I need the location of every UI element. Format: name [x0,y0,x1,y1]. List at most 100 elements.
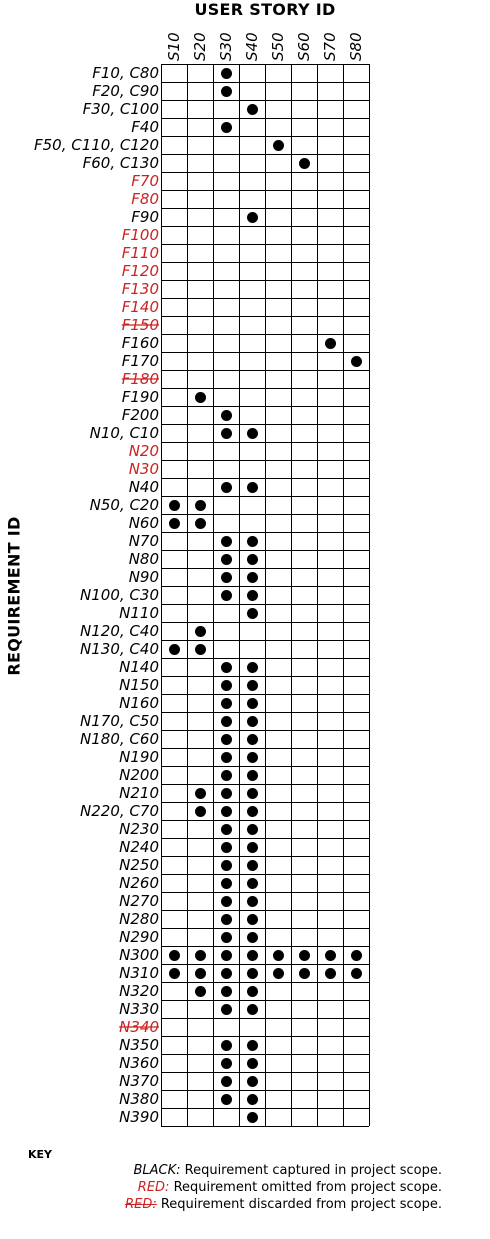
trace-dot-s40 [247,914,258,925]
trace-dot-s30 [221,122,232,133]
key-term-red: RED: [138,1180,170,1195]
trace-dot-s40 [247,716,258,727]
trace-dot-s30 [221,878,232,889]
trace-dot-s40 [247,572,258,583]
row-label: N20 [129,442,159,460]
trace-dot-s10 [169,518,180,529]
column-label-s10: S10 [165,32,183,61]
trace-dot-s30 [221,1040,232,1051]
trace-dot-s40 [247,104,258,115]
trace-dot-s40 [247,662,258,673]
trace-dot-s30 [221,1076,232,1087]
trace-dot-s40 [247,536,258,547]
trace-dot-s80 [351,950,362,961]
row-label: N40 [129,478,159,496]
trace-dot-s20 [195,644,206,655]
trace-dot-s60 [299,968,310,979]
row-label: N10, C10 [90,424,159,442]
key-text-captured: Requirement captured in project scope. [185,1163,442,1178]
row-label: N230 [119,820,159,838]
trace-dot-s30 [221,662,232,673]
row-label: F120 [122,262,159,280]
trace-dot-s50 [273,140,284,151]
row-label: F110 [122,244,159,262]
trace-dot-s40 [247,1040,258,1051]
column-label-s50: S50 [269,32,287,61]
row-label: N50, C20 [90,496,159,514]
trace-dot-s10 [169,500,180,511]
row-label: F140 [122,298,159,316]
column-label-s40: S40 [243,32,261,61]
trace-dot-s10 [169,644,180,655]
row-label: N160 [119,694,159,712]
trace-dot-s30 [221,68,232,79]
key-title: KEY [28,1148,52,1161]
trace-dot-s40 [247,860,258,871]
trace-dot-s10 [169,968,180,979]
trace-dot-s40 [247,1094,258,1105]
trace-dot-s10 [169,950,180,961]
trace-dot-s20 [195,968,206,979]
trace-dot-s30 [221,914,232,925]
row-label: N100, C30 [80,586,159,604]
row-label: F40 [131,118,159,136]
trace-dot-s40 [247,212,258,223]
trace-dot-s70 [325,950,336,961]
row-label: N180, C60 [80,730,159,748]
column-label-s80: S80 [347,32,365,61]
trace-dot-s30 [221,482,232,493]
row-label: N360 [119,1054,159,1072]
trace-dot-s30 [221,1058,232,1069]
trace-dot-s20 [195,500,206,511]
row-label: F70 [131,172,159,190]
trace-dot-s40 [247,698,258,709]
trace-dot-s40 [247,752,258,763]
row-label: N260 [119,874,159,892]
trace-dot-s20 [195,950,206,961]
key-term-red-struck: RED: [125,1197,157,1212]
trace-dot-s30 [221,752,232,763]
trace-dot-s30 [221,986,232,997]
key-text-discarded: Requirement discarded from project scope… [161,1197,442,1212]
trace-dot-s30 [221,410,232,421]
row-label: N280 [119,910,159,928]
trace-dot-s30 [221,788,232,799]
row-label: N250 [119,856,159,874]
trace-dot-s30 [221,716,232,727]
row-label: N270 [119,892,159,910]
trace-dot-s30 [221,536,232,547]
row-label: F80 [131,190,159,208]
trace-dot-s30 [221,554,232,565]
trace-dot-s40 [247,1076,258,1087]
trace-dot-s50 [273,968,284,979]
row-label: N150 [119,676,159,694]
row-label: N220, C70 [80,802,159,820]
trace-dot-s40 [247,968,258,979]
trace-dot-s20 [195,986,206,997]
trace-dot-s80 [351,968,362,979]
trace-dot-s40 [247,950,258,961]
trace-dot-s60 [299,950,310,961]
row-label: F10, C80 [92,64,159,82]
trace-dot-s30 [221,896,232,907]
row-label: F190 [122,388,159,406]
row-label: F60, C130 [83,154,159,172]
trace-dot-s20 [195,392,206,403]
row-label: F130 [122,280,159,298]
row-label: F30, C100 [83,100,159,118]
trace-dot-s40 [247,734,258,745]
row-label: N170, C50 [80,712,159,730]
trace-dot-s30 [221,806,232,817]
row-label: N70 [129,532,159,550]
key-text-omitted: Requirement omitted from project scope. [174,1180,442,1195]
trace-dot-s30 [221,950,232,961]
row-label: N130, C40 [80,640,159,658]
row-label: N80 [129,550,159,568]
trace-dot-s40 [247,428,258,439]
row-label: F200 [122,406,159,424]
row-label: N190 [119,748,159,766]
row-label: N200 [119,766,159,784]
row-label: F170 [122,352,159,370]
trace-dot-s30 [221,824,232,835]
